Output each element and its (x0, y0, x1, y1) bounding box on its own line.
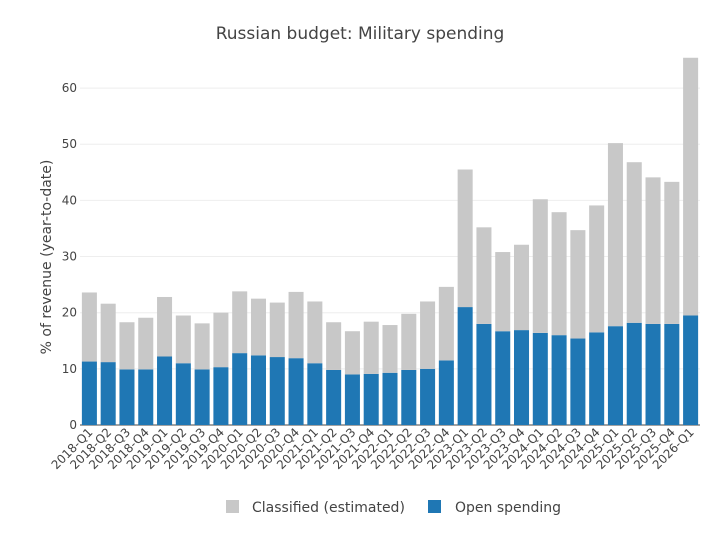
y-axis-title: % of revenue (year-to-date) (39, 160, 55, 355)
bar-classified (495, 252, 511, 332)
bar-open-spending (81, 361, 97, 425)
bar-open-spending (626, 322, 642, 425)
bar-open-spending (119, 369, 135, 425)
bar-open-spending (664, 323, 680, 425)
bar-open-spending (420, 368, 436, 425)
bar-classified (307, 301, 323, 364)
bar-open-spending (175, 363, 191, 425)
legend-swatch-open (428, 500, 441, 513)
y-axis-ticks: 0 10 20 30 40 50 60 (62, 81, 77, 432)
bar-classified (250, 298, 266, 356)
bar-classified (476, 227, 492, 324)
bar-classified (438, 286, 454, 361)
bar-open-spending (213, 367, 229, 425)
bar-open-spending (514, 330, 530, 425)
legend-swatch-classified (226, 500, 239, 513)
bar-open-spending (307, 363, 323, 425)
bar-classified (664, 181, 680, 324)
bar-classified (420, 301, 436, 369)
bar-classified (157, 296, 173, 357)
legend-label-open: Open spending (455, 500, 561, 516)
bar-open-spending (363, 373, 379, 425)
y-tick-label: 60 (62, 81, 77, 95)
bar-open-spending (382, 372, 398, 425)
bar-open-spending (607, 326, 623, 425)
y-tick-label: 40 (62, 193, 77, 207)
bar-open-spending (532, 332, 548, 425)
bar-classified (213, 312, 229, 368)
bar-classified (119, 322, 135, 370)
bar-classified (81, 292, 97, 362)
bar-classified (100, 303, 116, 363)
bar-classified (457, 169, 473, 308)
bar-classified (626, 162, 642, 323)
bar-classified (589, 205, 605, 333)
bar-open-spending (551, 335, 567, 425)
bar-open-spending (138, 369, 154, 425)
bar-classified (288, 291, 304, 359)
chart-title: Russian budget: Military spending (216, 24, 505, 44)
bar-classified (269, 302, 285, 358)
bar-open-spending (194, 369, 210, 425)
bar-open-spending (157, 356, 173, 425)
y-tick-label: 30 (62, 250, 77, 264)
bar-open-spending (438, 360, 454, 425)
bar-classified (645, 177, 661, 324)
bar-classified (401, 313, 417, 370)
bar-open-spending (570, 338, 586, 425)
bar-classified (232, 291, 248, 354)
bar-classified (514, 244, 530, 331)
legend: Classified (estimated) Open spending (226, 500, 561, 516)
bar-classified (175, 315, 191, 364)
bar-classified (326, 322, 342, 370)
y-tick-label: 50 (62, 137, 77, 151)
bar-classified (683, 57, 699, 316)
y-tick-label: 0 (69, 418, 77, 432)
bar-open-spending (589, 332, 605, 425)
y-tick-label: 20 (62, 306, 77, 320)
bar-open-spending (683, 315, 699, 425)
legend-label-classified: Classified (estimated) (252, 500, 405, 516)
bar-open-spending (269, 357, 285, 425)
bar-open-spending (232, 353, 248, 425)
y-tick-label: 10 (62, 362, 77, 376)
bar-open-spending (476, 323, 492, 425)
bar-open-spending (457, 307, 473, 425)
bar-open-spending (645, 323, 661, 425)
bar-open-spending (495, 331, 511, 425)
bar-open-spending (288, 358, 304, 425)
x-axis-ticks: 2018-Q12018-Q22018-Q32018-Q42019-Q12019-… (49, 425, 697, 472)
bar-open-spending (326, 369, 342, 425)
bar-classified (532, 199, 548, 333)
bar-classified (551, 212, 567, 336)
bar-open-spending (344, 374, 360, 425)
bar-classified (363, 321, 379, 374)
bars-group (81, 57, 699, 425)
bar-open-spending (250, 355, 266, 425)
bar-classified (344, 331, 360, 375)
bar-open-spending (401, 369, 417, 425)
bar-classified (194, 323, 210, 370)
bar-classified (607, 143, 623, 327)
bar-classified (138, 317, 154, 370)
bar-classified (570, 230, 586, 339)
bar-classified (382, 325, 398, 373)
bar-open-spending (100, 362, 116, 425)
